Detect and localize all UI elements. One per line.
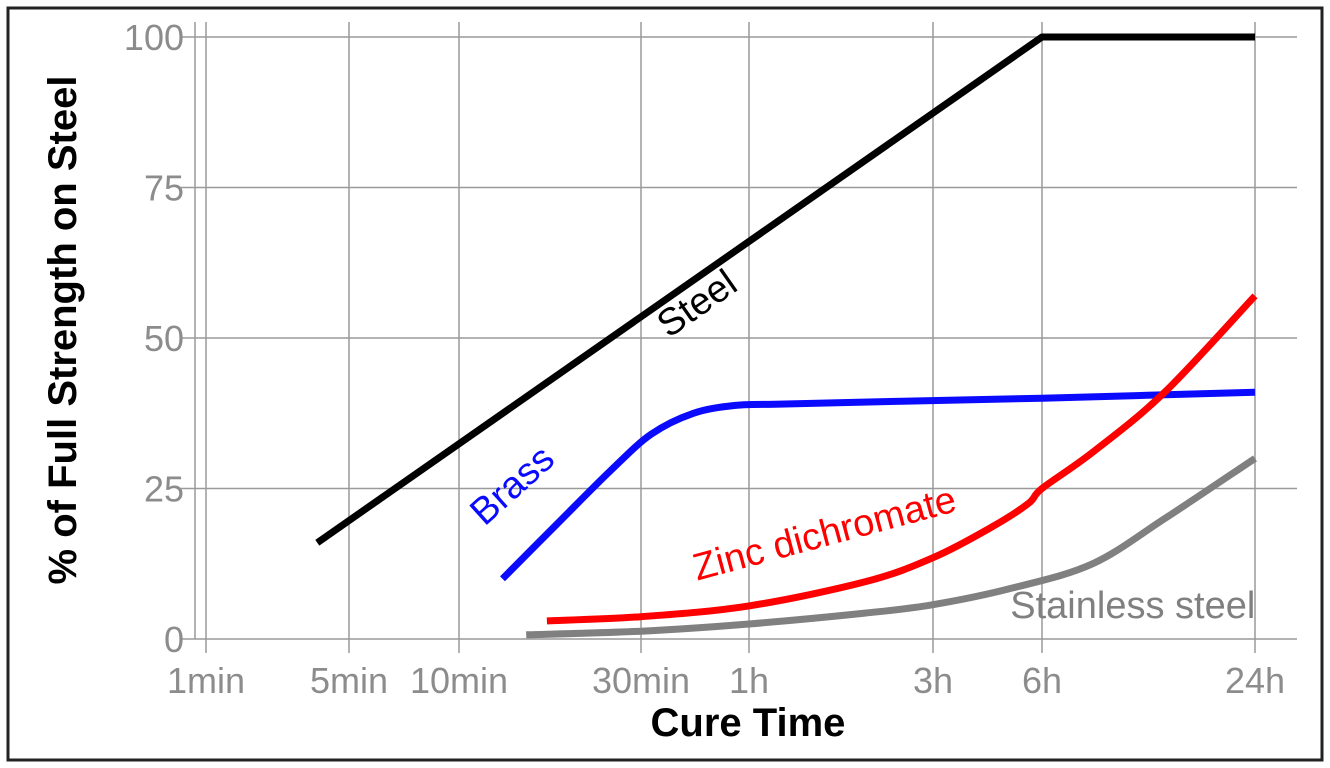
y-tick-label: 25: [144, 469, 184, 510]
y-tick-label: 0: [164, 619, 184, 660]
x-axis-title: Cure Time: [651, 701, 846, 745]
y-axis-title: % of Full Strength on Steel: [41, 76, 85, 585]
x-tick-label: 1min: [167, 660, 245, 701]
chart-frame: [6, 6, 1324, 762]
series-line-brass: [500, 388, 1256, 582]
x-tick-label: 6h: [1022, 660, 1062, 701]
x-tick-label: 5min: [310, 660, 388, 701]
tick-labels: 0 25 50 75 100 1min 5min 10min 30min 1h 3h 6h 24h: [124, 17, 1285, 701]
y-tick-label: 50: [144, 318, 184, 359]
y-tick-label: 100: [124, 17, 184, 58]
series-line-steel: [315, 33, 1255, 546]
series-line-zinc-dichromate: [546, 293, 1258, 625]
series-label-brass: Brass: [462, 437, 562, 533]
x-tick-label: 24h: [1225, 660, 1285, 701]
x-tick-label: 3h: [913, 660, 953, 701]
grid: [181, 22, 1297, 653]
x-tick-label: 1h: [729, 660, 769, 701]
y-tick-label: 75: [144, 168, 184, 209]
series-line-stainless-steel: [526, 455, 1257, 639]
series-label-stainless-steel: Stainless steel: [1010, 585, 1255, 627]
x-tick-label: 30min: [592, 660, 690, 701]
x-tick-label: 10min: [410, 660, 508, 701]
series-lines: [315, 33, 1258, 639]
series-label-zinc-dichromate: Zinc dichromate: [689, 479, 961, 590]
